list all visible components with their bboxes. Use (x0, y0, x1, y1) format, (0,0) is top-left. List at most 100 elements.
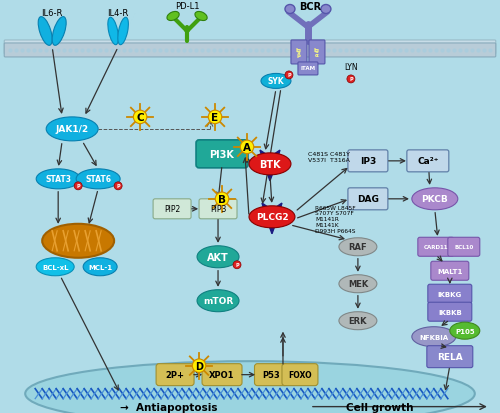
Text: 2P+: 2P+ (166, 370, 184, 379)
Text: BTK: BTK (259, 159, 281, 169)
Text: RELA: RELA (437, 352, 462, 361)
Ellipse shape (195, 12, 207, 21)
FancyBboxPatch shape (428, 302, 472, 321)
Circle shape (240, 141, 254, 154)
Circle shape (233, 261, 241, 269)
FancyBboxPatch shape (282, 364, 318, 386)
Circle shape (347, 76, 355, 84)
Text: A: A (243, 142, 251, 152)
Text: PIP3: PIP3 (210, 205, 226, 214)
FancyBboxPatch shape (448, 238, 480, 256)
FancyBboxPatch shape (407, 150, 449, 172)
Ellipse shape (285, 5, 295, 14)
Text: P: P (76, 184, 80, 189)
FancyBboxPatch shape (196, 140, 248, 169)
Ellipse shape (261, 74, 291, 89)
FancyBboxPatch shape (153, 199, 191, 219)
Text: E: E (212, 113, 218, 123)
Ellipse shape (167, 12, 179, 21)
Ellipse shape (25, 361, 475, 413)
Text: mTOR: mTOR (203, 297, 233, 306)
Ellipse shape (321, 5, 331, 14)
Ellipse shape (450, 323, 480, 339)
FancyBboxPatch shape (348, 188, 388, 210)
Text: STAT6: STAT6 (85, 175, 111, 184)
Text: IL6-R: IL6-R (42, 9, 63, 19)
Ellipse shape (83, 258, 117, 276)
Ellipse shape (36, 169, 80, 190)
Ellipse shape (38, 18, 52, 46)
Ellipse shape (46, 118, 98, 142)
FancyBboxPatch shape (291, 41, 307, 65)
FancyBboxPatch shape (431, 261, 469, 280)
Text: DAG: DAG (357, 195, 379, 204)
FancyBboxPatch shape (4, 44, 496, 58)
Text: MALT1: MALT1 (437, 268, 462, 274)
Ellipse shape (52, 18, 66, 46)
Text: MEK: MEK (348, 280, 368, 289)
Polygon shape (254, 151, 286, 181)
Text: SYK: SYK (268, 77, 284, 86)
Text: PKCB: PKCB (422, 195, 448, 204)
Text: JAK1/2: JAK1/2 (56, 125, 88, 134)
Ellipse shape (197, 290, 239, 312)
FancyBboxPatch shape (156, 364, 194, 386)
FancyBboxPatch shape (427, 346, 473, 368)
Circle shape (216, 192, 229, 206)
Ellipse shape (412, 327, 456, 347)
Text: B: B (218, 195, 226, 204)
Text: P: P (349, 77, 352, 82)
Text: P105: P105 (455, 328, 474, 334)
Text: BCL10: BCL10 (454, 244, 473, 250)
Text: C481S C481Y
V537I  T316A: C481S C481Y V537I T316A (308, 152, 350, 163)
FancyBboxPatch shape (4, 41, 496, 55)
Ellipse shape (42, 224, 114, 258)
Text: ITAM: ITAM (300, 66, 316, 71)
Text: LYN: LYN (344, 63, 358, 72)
Text: PIP2: PIP2 (164, 205, 180, 214)
Circle shape (134, 111, 147, 124)
Text: IL4-R: IL4-R (108, 9, 128, 19)
Ellipse shape (197, 246, 239, 268)
Text: R665W L845F
S707Y S707F
M1141R
M1141K
D993H P664S: R665W L845F S707Y S707F M1141R M1141K D9… (315, 205, 356, 233)
Text: AKT: AKT (207, 252, 229, 262)
Ellipse shape (118, 18, 128, 45)
Text: RAF: RAF (348, 243, 367, 252)
Text: →  Antiapoptosis: → Antiapoptosis (120, 402, 218, 412)
Text: NFKBIA: NFKBIA (420, 334, 448, 340)
Text: ERK: ERK (348, 316, 367, 325)
Ellipse shape (249, 154, 291, 176)
Text: D: D (195, 361, 203, 371)
Text: IP3: IP3 (360, 157, 376, 166)
Text: P: P (235, 263, 239, 268)
Text: PD-L1: PD-L1 (175, 2, 200, 12)
Ellipse shape (76, 169, 120, 190)
Text: Ca²⁺: Ca²⁺ (417, 157, 438, 166)
Ellipse shape (339, 275, 377, 293)
Text: Ig
β: Ig β (296, 47, 302, 58)
Text: MCL-1: MCL-1 (88, 264, 112, 270)
FancyBboxPatch shape (298, 63, 318, 76)
Text: PI3K: PI3K (210, 150, 234, 159)
Ellipse shape (108, 18, 118, 45)
Ellipse shape (339, 238, 377, 256)
Text: PLCG2: PLCG2 (256, 213, 288, 222)
Text: BCL-xL: BCL-xL (42, 264, 68, 270)
Text: STAT3: STAT3 (45, 175, 71, 184)
Text: XPO1: XPO1 (210, 370, 235, 379)
Text: Ig
α: Ig α (314, 47, 320, 58)
Text: CARD11: CARD11 (424, 244, 448, 250)
Circle shape (285, 72, 293, 80)
FancyBboxPatch shape (348, 150, 388, 172)
Text: Cell growth: Cell growth (346, 402, 414, 412)
Ellipse shape (249, 206, 295, 228)
FancyBboxPatch shape (309, 41, 325, 65)
Circle shape (208, 111, 222, 124)
Text: P53: P53 (262, 370, 280, 379)
Ellipse shape (412, 188, 458, 210)
Text: IKBKB: IKBKB (438, 309, 462, 315)
Ellipse shape (36, 258, 74, 276)
Text: P: P (287, 73, 291, 78)
Circle shape (192, 359, 206, 373)
FancyBboxPatch shape (199, 199, 237, 219)
